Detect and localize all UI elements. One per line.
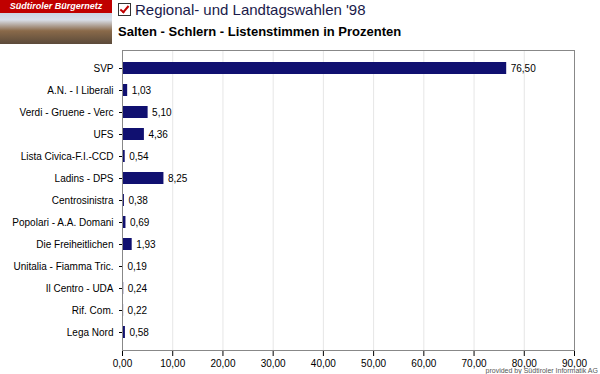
- svg-text:20,00: 20,00: [210, 358, 235, 369]
- html-text:Salten - Schlern - Listenstimm: Salten - Schlern - Listenstimmen in Proz…: [118, 24, 402, 39]
- svg-text:0,69: 0,69: [130, 217, 150, 228]
- svg-text:0,19: 0,19: [127, 261, 147, 272]
- svg-text:Popolari - A.A. Domani: Popolari - A.A. Domani: [12, 217, 113, 228]
- svg-text:0,38: 0,38: [128, 195, 148, 206]
- svg-text:50,00: 50,00: [361, 358, 386, 369]
- svg-text:1,93: 1,93: [136, 239, 156, 250]
- svg-text:Rif. Com.: Rif. Com.: [72, 305, 114, 316]
- svg-text:80,00: 80,00: [512, 358, 537, 369]
- svg-text:UFS: UFS: [94, 129, 114, 140]
- svg-text:Ladins - DPS: Ladins - DPS: [55, 173, 114, 184]
- svg-text:4,36: 4,36: [148, 129, 168, 140]
- svg-text:1,03: 1,03: [132, 85, 152, 96]
- svg-text:Verdi - Gruene - Verc: Verdi - Gruene - Verc: [20, 107, 114, 118]
- html-text:Südtiroler Bürgernetz: Südtiroler Bürgernetz: [9, 1, 103, 11]
- svg-text:0,54: 0,54: [129, 151, 149, 162]
- svg-text:SVP: SVP: [93, 63, 113, 74]
- svg-text:40,00: 40,00: [311, 358, 336, 369]
- svg-text:Lega Nord: Lega Nord: [67, 327, 114, 338]
- html-text:provided by Südtiroler Informa: provided by Südtiroler Informatik AG: [485, 367, 598, 374]
- svg-text:30,00: 30,00: [261, 358, 286, 369]
- svg-text:90,00: 90,00: [562, 358, 587, 369]
- svg-text:0,58: 0,58: [129, 327, 149, 338]
- svg-text:0,22: 0,22: [128, 305, 148, 316]
- svg-text:Lista Civica-F.I.-CCD: Lista Civica-F.I.-CCD: [21, 151, 114, 162]
- svg-text:0,24: 0,24: [128, 283, 148, 294]
- svg-text:Unitalia - Fiamma Tric.: Unitalia - Fiamma Tric.: [13, 261, 113, 272]
- svg-text:60,00: 60,00: [411, 358, 436, 369]
- svg-text:5,10: 5,10: [152, 107, 172, 118]
- svg-text:10,00: 10,00: [160, 358, 185, 369]
- html-text:Regional- und Landtagswahlen ': Regional- und Landtagswahlen '98: [135, 1, 366, 18]
- svg-text:8,25: 8,25: [168, 173, 188, 184]
- svg-text:A.N. - I Liberali: A.N. - I Liberali: [47, 85, 113, 96]
- svg-text:Die Freiheitlichen: Die Freiheitlichen: [36, 239, 113, 250]
- svg-text:76,50: 76,50: [511, 63, 536, 74]
- svg-text:0,00: 0,00: [113, 358, 133, 369]
- svg-text:Il Centro - UDA: Il Centro - UDA: [46, 283, 114, 294]
- svg-text:70,00: 70,00: [462, 358, 487, 369]
- svg-text:Centrosinistra: Centrosinistra: [52, 195, 114, 206]
